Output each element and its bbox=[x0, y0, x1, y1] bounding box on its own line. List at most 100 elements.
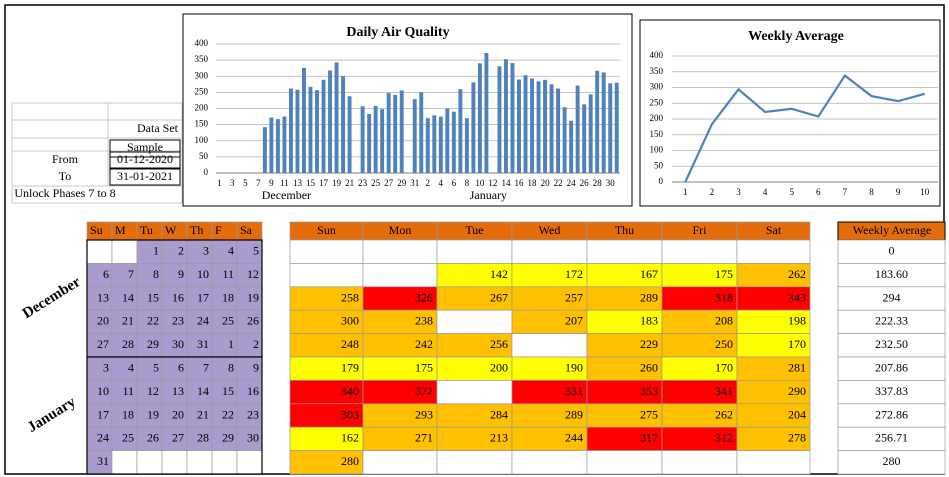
bar bbox=[536, 81, 541, 173]
y-tick-label: 250 bbox=[195, 86, 209, 96]
value-cell bbox=[661, 239, 738, 264]
value-cell bbox=[511, 450, 588, 475]
value-cell bbox=[661, 450, 738, 475]
value: 343 bbox=[788, 290, 806, 304]
value-cell bbox=[362, 263, 438, 288]
chart-title: Daily Air Quality bbox=[346, 25, 449, 40]
value-cell bbox=[736, 239, 811, 264]
y-tick-label: 350 bbox=[195, 54, 209, 64]
from-date: 01-12-2020 bbox=[117, 152, 173, 166]
day-number: 7 bbox=[128, 267, 134, 281]
value: 312 bbox=[715, 431, 733, 445]
bar bbox=[497, 66, 502, 173]
value: 242 bbox=[415, 337, 433, 351]
bar bbox=[569, 120, 574, 173]
day-number: 19 bbox=[247, 290, 259, 304]
weekday-short: Su bbox=[90, 223, 103, 237]
bar bbox=[393, 94, 398, 173]
day-number: 28 bbox=[197, 431, 209, 445]
bar bbox=[262, 127, 267, 173]
day-number: 14 bbox=[122, 290, 134, 304]
x-tick-label: 23 bbox=[358, 178, 368, 188]
day-number: 9 bbox=[178, 267, 184, 281]
bar bbox=[334, 62, 339, 173]
value: 260 bbox=[640, 360, 658, 374]
y-tick-label: 0 bbox=[659, 176, 664, 186]
x-tick-label: 14 bbox=[501, 178, 511, 188]
value: 204 bbox=[788, 407, 806, 421]
y-tick-label: 250 bbox=[650, 97, 664, 107]
x-group-label: December bbox=[262, 188, 311, 202]
day-number: 23 bbox=[247, 407, 259, 421]
weekday: Mon bbox=[389, 223, 412, 237]
chart-title: Weekly Average bbox=[748, 29, 844, 44]
day-number: 29 bbox=[222, 431, 234, 445]
value: 262 bbox=[788, 267, 806, 281]
x-group-label: January bbox=[470, 188, 507, 202]
bar bbox=[347, 96, 352, 173]
x-tick-label: 1 bbox=[683, 187, 688, 197]
day-number: 22 bbox=[222, 407, 234, 421]
to-label: To bbox=[59, 169, 72, 183]
bar bbox=[328, 70, 332, 173]
value: 170 bbox=[788, 337, 806, 351]
x-tick-label: 3 bbox=[230, 178, 235, 188]
bar bbox=[445, 108, 450, 173]
weekly-value: 232.50 bbox=[875, 337, 908, 351]
day-number: 14 bbox=[197, 384, 209, 398]
to-date: 31-01-2021 bbox=[117, 169, 173, 183]
value: 208 bbox=[715, 314, 733, 328]
x-tick-label: 31 bbox=[410, 178, 419, 188]
weekday: Tue bbox=[465, 223, 483, 237]
x-tick-label: 2 bbox=[426, 178, 431, 188]
value: 331 bbox=[565, 384, 583, 398]
value: 271 bbox=[415, 431, 433, 445]
x-tick-label: 27 bbox=[384, 178, 394, 188]
x-tick-label: 5 bbox=[243, 178, 248, 188]
value: 303 bbox=[341, 407, 359, 421]
bar bbox=[458, 89, 463, 173]
bar bbox=[595, 70, 600, 173]
day-cell bbox=[186, 450, 213, 475]
day-number: 16 bbox=[247, 384, 259, 398]
bar bbox=[608, 83, 613, 173]
data-set-label: Data Set bbox=[137, 121, 179, 135]
day-number: 20 bbox=[172, 407, 184, 421]
bar bbox=[288, 88, 293, 173]
y-tick-label: 100 bbox=[195, 135, 209, 145]
line bbox=[684, 73, 925, 183]
day-number: 1 bbox=[153, 243, 159, 257]
from-label: From bbox=[52, 152, 79, 166]
day-number: 18 bbox=[222, 290, 234, 304]
day-cell bbox=[136, 450, 163, 475]
value: 207 bbox=[565, 314, 583, 328]
weekday-short: W bbox=[165, 223, 177, 237]
x-tick-label: 3 bbox=[736, 187, 741, 197]
y-tick-label: 200 bbox=[650, 113, 664, 123]
bar bbox=[282, 116, 287, 173]
day-number: 27 bbox=[97, 337, 109, 351]
y-tick-label: 300 bbox=[650, 82, 664, 92]
day-number: 4 bbox=[228, 243, 234, 257]
bar bbox=[582, 104, 587, 173]
weekday-short: F bbox=[215, 223, 222, 237]
value: 179 bbox=[341, 360, 359, 374]
bar bbox=[523, 75, 528, 173]
value-cell bbox=[362, 450, 438, 475]
day-number: 15 bbox=[222, 384, 234, 398]
day-number: 28 bbox=[122, 337, 134, 351]
day-number: 8 bbox=[228, 360, 234, 374]
day-number: 8 bbox=[153, 267, 159, 281]
data-set-value: Sample bbox=[127, 140, 163, 154]
value: 267 bbox=[490, 290, 508, 304]
day-number: 3 bbox=[103, 360, 109, 374]
bar bbox=[504, 59, 508, 173]
bar bbox=[484, 53, 489, 173]
x-tick-label: 8 bbox=[465, 178, 470, 188]
weekly-value: 256.71 bbox=[875, 431, 908, 445]
day-number: 25 bbox=[222, 314, 234, 328]
value: 340 bbox=[341, 384, 359, 398]
day-number: 31 bbox=[97, 454, 109, 468]
